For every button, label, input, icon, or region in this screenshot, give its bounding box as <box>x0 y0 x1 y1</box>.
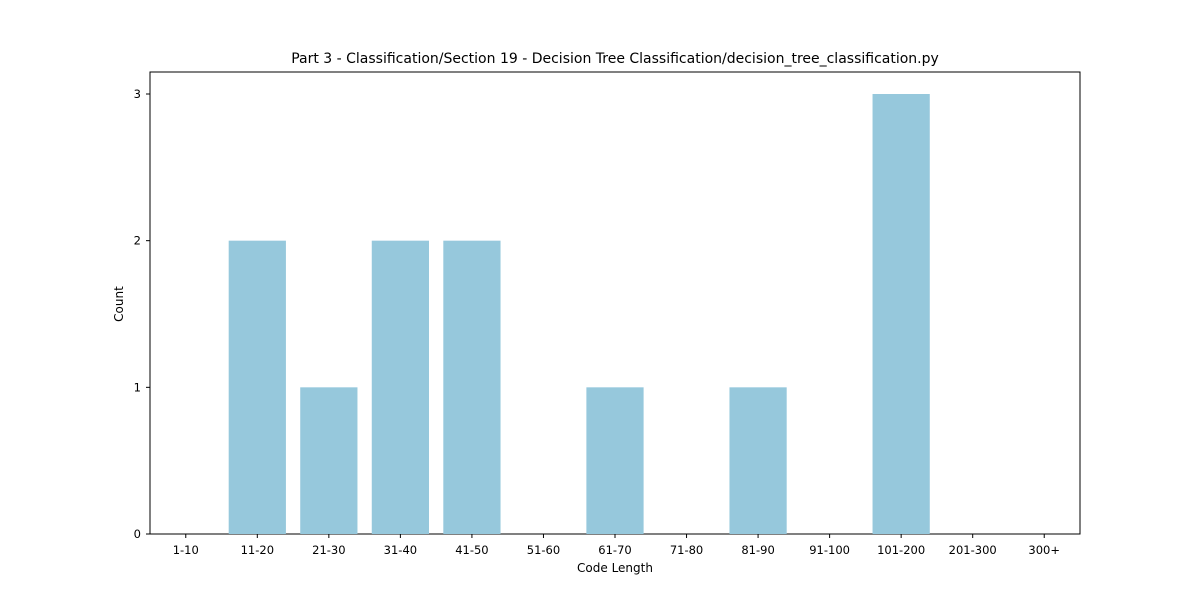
x-tick-label: 61-70 <box>598 543 631 557</box>
y-tick-label: 3 <box>134 87 141 101</box>
x-tick-label: 11-20 <box>241 543 274 557</box>
x-tick-label: 1-10 <box>173 543 199 557</box>
bar-11-20 <box>228 240 286 535</box>
x-tick-label: 21-30 <box>312 543 345 557</box>
bar-21-30 <box>300 387 358 534</box>
y-tick-label: 0 <box>134 527 141 541</box>
x-tick-label: 101-200 <box>877 543 925 557</box>
y-tick-label: 1 <box>134 380 141 394</box>
y-axis-label: Count <box>112 286 126 322</box>
chart-title: Part 3 - Classification/Section 19 - Dec… <box>291 51 939 67</box>
bar-61-70 <box>586 387 644 534</box>
x-tick-label: 201-300 <box>949 543 997 557</box>
x-tick-label: 51-60 <box>527 543 560 557</box>
x-axis-ticks: 1-10 11-20 21-30 31-40 41-50 51-60 61-70 71-80 8… <box>173 534 1060 557</box>
x-axis-label: Code Length <box>577 561 653 575</box>
x-tick-label: 41-50 <box>455 543 488 557</box>
x-tick-label: 81-90 <box>741 543 774 557</box>
x-tick-label: 31-40 <box>384 543 417 557</box>
bar-31-40 <box>371 240 429 535</box>
y-tick-label: 2 <box>134 234 141 248</box>
bar-81-90 <box>729 387 787 534</box>
bar-101-200 <box>872 94 930 534</box>
x-tick-label: 71-80 <box>670 543 703 557</box>
x-tick-label: 91-100 <box>809 543 850 557</box>
bars-group <box>228 94 930 535</box>
y-axis-ticks: 0 1 2 3 <box>134 87 150 541</box>
x-tick-label: 300+ <box>1028 543 1060 557</box>
bar-41-50 <box>443 240 501 535</box>
